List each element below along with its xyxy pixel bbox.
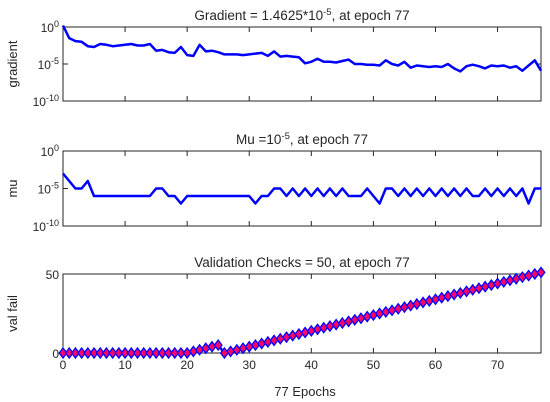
title-exponent: -5 bbox=[281, 131, 289, 142]
data-point bbox=[83, 346, 93, 360]
data-point bbox=[114, 346, 124, 360]
y-tick-label: 100 bbox=[41, 19, 59, 35]
series-line bbox=[62, 172, 541, 205]
data-point bbox=[120, 346, 130, 360]
data-point bbox=[95, 346, 105, 360]
x-tick-label: 40 bbox=[305, 358, 319, 372]
axes-box bbox=[62, 26, 542, 102]
y-tick-label: 10-5 bbox=[38, 181, 59, 197]
data-point bbox=[126, 346, 136, 360]
y-tick-label: 0 bbox=[52, 347, 59, 361]
data-point bbox=[89, 346, 99, 360]
title-exponent: -5 bbox=[323, 7, 331, 18]
series-line bbox=[61, 24, 543, 73]
tick-exponent: -10 bbox=[46, 218, 59, 228]
chart-title: Gradient = 1.4625*10-5, at epoch 77 bbox=[194, 7, 409, 23]
tick-exponent: 0 bbox=[54, 19, 59, 29]
gradient-panel: Gradient = 1.4625*10-5, at epoch 77gradi… bbox=[5, 7, 543, 109]
data-point bbox=[170, 346, 180, 360]
data-point bbox=[101, 346, 112, 360]
title-text: , at epoch 77 bbox=[332, 8, 410, 23]
y-tick-label: 10-10 bbox=[33, 93, 59, 109]
y-tick-label: 10-10 bbox=[33, 218, 59, 234]
x-tick-label: 70 bbox=[491, 358, 505, 372]
title-text: , at epoch 77 bbox=[290, 132, 368, 147]
data-point bbox=[58, 346, 68, 360]
title-text: Gradient = 1.4625*10 bbox=[194, 8, 323, 23]
tick-base: 10 bbox=[33, 95, 47, 109]
data-point bbox=[213, 339, 223, 352]
tick-base: 10 bbox=[38, 58, 52, 72]
tick-base: 10 bbox=[33, 220, 47, 234]
data-point bbox=[64, 346, 74, 360]
tick-base: 10 bbox=[41, 145, 55, 159]
tick-exponent: 0 bbox=[54, 143, 59, 153]
y-axis-label: val fail bbox=[5, 295, 20, 332]
tick-base: 10 bbox=[41, 21, 55, 35]
data-point bbox=[157, 346, 167, 360]
y-axis-label: gradient bbox=[5, 40, 20, 87]
x-tick-label: 20 bbox=[180, 358, 194, 372]
title-text: Mu =10 bbox=[236, 132, 281, 147]
validation-checks-panel: Validation Checks = 50, at epoch 77 val f… bbox=[5, 255, 546, 372]
tick-exponent: -5 bbox=[51, 181, 59, 191]
chart-title: Mu =10-5, at epoch 77 bbox=[236, 131, 368, 147]
data-point bbox=[151, 346, 161, 360]
data-point bbox=[163, 346, 174, 360]
tick-exponent: -5 bbox=[51, 56, 59, 66]
x-axis-label: 77 Epochs bbox=[274, 384, 336, 399]
y-tick-label: 10-5 bbox=[38, 56, 59, 72]
x-tick-label: 50 bbox=[367, 358, 381, 372]
data-point bbox=[536, 266, 546, 279]
x-tick-label: 60 bbox=[429, 358, 443, 372]
chart-title: Validation Checks = 50, at epoch 77 bbox=[194, 255, 410, 270]
x-tick-label: 30 bbox=[243, 358, 257, 372]
axes-box bbox=[62, 273, 542, 354]
tick-base: 10 bbox=[38, 183, 52, 197]
tick-exponent: -10 bbox=[46, 93, 59, 103]
x-tick-label: 10 bbox=[118, 358, 132, 372]
x-tick-label: 0 bbox=[60, 358, 67, 372]
axes-box bbox=[62, 150, 542, 227]
y-tick-label: 50 bbox=[46, 268, 60, 282]
y-axis-label: mu bbox=[5, 179, 20, 197]
y-tick-label: 100 bbox=[41, 143, 59, 159]
data-point bbox=[139, 346, 149, 360]
data-point bbox=[70, 346, 80, 360]
data-point bbox=[145, 346, 155, 360]
data-point bbox=[108, 346, 118, 360]
data-point bbox=[132, 346, 143, 360]
data-point bbox=[77, 346, 87, 360]
data-point bbox=[176, 346, 186, 360]
